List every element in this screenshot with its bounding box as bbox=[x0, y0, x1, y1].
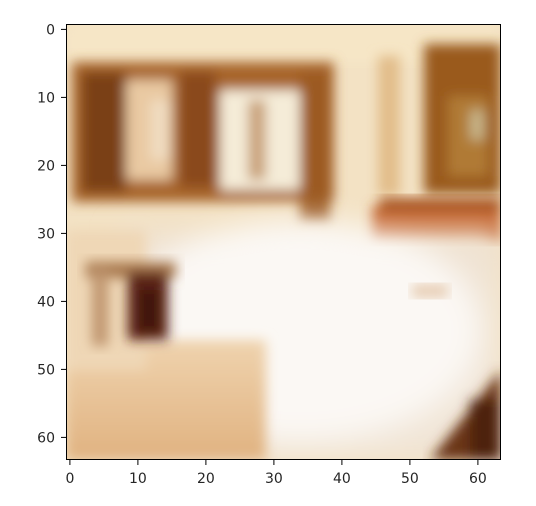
y-tick-label: 10 bbox=[37, 90, 55, 106]
bedroom-photo bbox=[66, 24, 501, 460]
y-tick-label: 30 bbox=[37, 226, 55, 242]
y-tick-label: 60 bbox=[37, 430, 55, 446]
x-tick-label: 40 bbox=[333, 471, 351, 487]
y-tick-label: 20 bbox=[37, 158, 55, 174]
axes-frame bbox=[66, 24, 501, 460]
y-axis: 0 10 20 30 40 50 60 bbox=[37, 22, 66, 446]
x-tick-label: 20 bbox=[197, 471, 215, 487]
x-tick-label: 30 bbox=[265, 471, 283, 487]
x-tick-label: 0 bbox=[65, 471, 74, 487]
y-tick-label: 40 bbox=[37, 294, 55, 310]
x-tick-label: 60 bbox=[469, 471, 487, 487]
x-tick-label: 10 bbox=[129, 471, 147, 487]
x-axis: 0 10 20 30 40 50 60 bbox=[65, 460, 487, 487]
x-tick-label: 50 bbox=[401, 471, 419, 487]
y-tick-label: 50 bbox=[37, 362, 55, 378]
y-tick-label: 0 bbox=[46, 22, 55, 38]
